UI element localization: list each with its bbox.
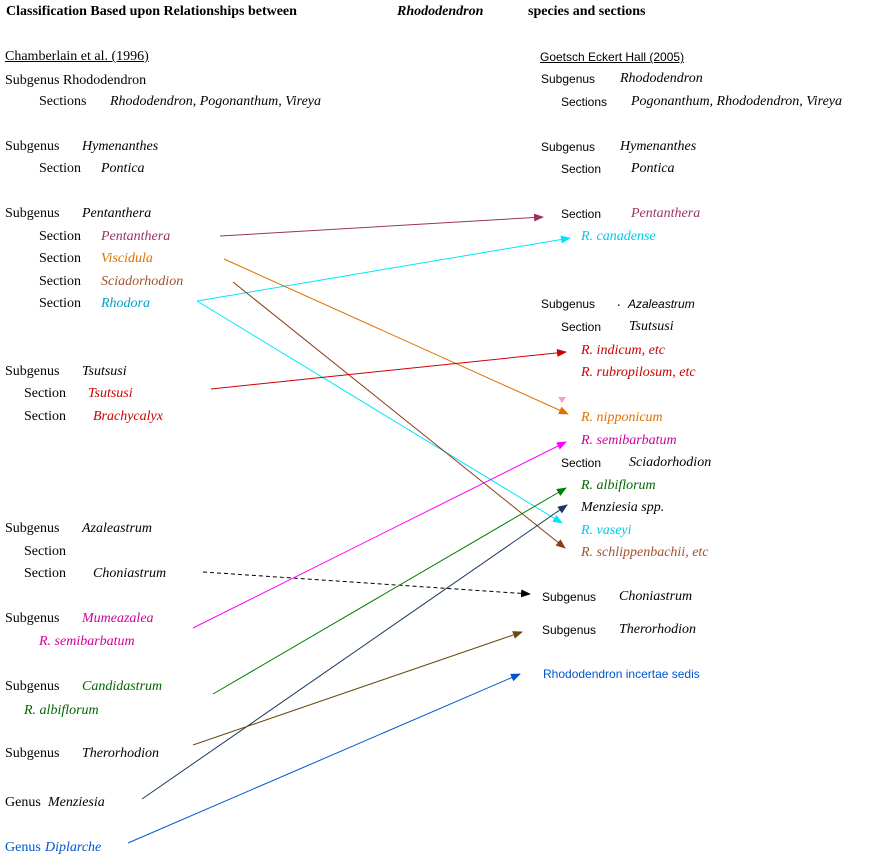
right-hymenanthes: Hymenanthes bbox=[620, 139, 697, 154]
right-r-schlippenbachii: R. schlippenbachii, etc bbox=[581, 545, 709, 560]
left-choniastrum: Choniastrum bbox=[93, 566, 167, 581]
left-mumeazalea: Mumeazalea bbox=[82, 611, 154, 626]
left-subgenus-tsutsusi: Tsutsusi bbox=[82, 364, 127, 379]
left-section-label-pontica: Section bbox=[39, 161, 81, 176]
arrow-tsutsusi-indicum bbox=[210, 348, 567, 390]
right-heading: Goetsch Eckert Hall (2005) bbox=[540, 50, 685, 64]
left-section-label-tsutsusi: Section bbox=[24, 386, 66, 401]
left-section-label-choniastrum: Section bbox=[24, 566, 66, 581]
right-rhododendron: Rhododendron bbox=[620, 71, 703, 86]
right-section-label-pentanthera: Section bbox=[561, 207, 602, 221]
arrow-rhodora-canadense bbox=[196, 235, 571, 302]
left-section-label-sciadorhodion: Section bbox=[39, 274, 81, 289]
left-candidastrum: Candidastrum bbox=[82, 679, 163, 694]
left-diplarche: Diplarche bbox=[45, 840, 102, 855]
left-genus-label-diplarche: Genus bbox=[5, 840, 41, 855]
arrow-candidastrum-albiflorum bbox=[212, 487, 567, 695]
right-sections-list: Pogonanthum, Rhododendron, Vireya bbox=[631, 94, 843, 109]
right-azaleastrum-dot: . bbox=[617, 295, 621, 310]
arrow-choniastrum-dashed bbox=[202, 571, 531, 598]
left-section-label-pentanthera: Section bbox=[39, 229, 81, 244]
right-incertae-sedis: Rhododendron incertae sedis bbox=[543, 667, 700, 681]
right-sections-label: Sections bbox=[561, 95, 608, 109]
left-sciadorhodion: Sciadorhodion bbox=[101, 274, 184, 289]
left-subgenus-label-azaleastrum: Subgenus bbox=[5, 521, 60, 536]
left-hymenanthes: Hymenanthes bbox=[82, 139, 159, 154]
arrow-pentanthera bbox=[219, 213, 544, 237]
left-r-semibarbatum: R. semibarbatum bbox=[39, 634, 135, 649]
right-section-label-pontica: Section bbox=[561, 162, 602, 176]
right-r-semibarbatum: R. semibarbatum bbox=[581, 433, 677, 448]
left-sections-rhododendron: Rhododendron, Pogonanthum, Vireya bbox=[110, 94, 322, 109]
right-subgenus-label-azaleastrum: Subgenus bbox=[541, 297, 596, 311]
right-r-indicum: R. indicum, etc bbox=[581, 343, 665, 358]
right-pontica: Pontica bbox=[631, 161, 675, 176]
right-subgenus-label-therorhodion: Subgenus bbox=[542, 623, 597, 637]
title-part-2: species and sections bbox=[528, 4, 646, 19]
left-subgenus-label-candidastrum: Subgenus bbox=[5, 679, 60, 694]
arrow-sciadorhodion-schlippenbachii bbox=[232, 281, 566, 549]
right-pentanthera: Pentanthera bbox=[631, 206, 701, 221]
left-r-albiflorum: R. albiflorum bbox=[24, 703, 99, 718]
arrow-mumeazalea-semibarbatum bbox=[192, 441, 567, 629]
left-subgenus-label-therorhodion: Subgenus bbox=[5, 746, 60, 761]
right-section-label-sciadorhodion: Section bbox=[561, 456, 602, 470]
left-therorhodion: Therorhodion bbox=[82, 746, 160, 761]
arrow-menziesia bbox=[141, 504, 568, 800]
arrow-therorhodion bbox=[192, 631, 523, 746]
right-subgenus-label-choniastrum: Subgenus bbox=[542, 590, 597, 604]
left-brachycalyx: Brachycalyx bbox=[93, 409, 163, 424]
right-tsutsusi: Tsutsusi bbox=[629, 319, 674, 334]
left-section-label-rhodora: Section bbox=[39, 296, 81, 311]
left-pontica: Pontica bbox=[101, 161, 145, 176]
left-section-label-brachycalyx: Section bbox=[24, 409, 66, 424]
right-r-canadense: R. canadense bbox=[581, 229, 656, 244]
arrow-rhodora-vaseyi bbox=[196, 300, 563, 524]
left-section-label-empty: Section bbox=[24, 544, 66, 559]
right-choniastrum: Choniastrum bbox=[619, 589, 693, 604]
right-r-rubropilosum: R. rubropilosum, etc bbox=[581, 365, 696, 380]
right-sciadorhodion: Sciadorhodion bbox=[629, 455, 712, 470]
arrow-viscidula-nipponicum bbox=[223, 258, 569, 415]
right-therorhodion: Therorhodion bbox=[619, 622, 697, 637]
left-section-tsutsusi: Tsutsusi bbox=[88, 386, 133, 401]
left-heading: Chamberlain et al. (1996) bbox=[5, 49, 149, 64]
right-r-nipponicum: R. nipponicum bbox=[581, 410, 663, 425]
right-menziesia: Menziesia spp. bbox=[581, 500, 665, 515]
left-azaleastrum: Azaleastrum bbox=[82, 521, 152, 536]
left-subgenus-label-mumeazalea: Subgenus bbox=[5, 611, 60, 626]
left-subgenus-pentanthera: Pentanthera bbox=[82, 206, 152, 221]
left-section-label-viscidula: Section bbox=[39, 251, 81, 266]
left-menziesia: Menziesia bbox=[48, 795, 105, 810]
title-genus: Rhododendron bbox=[397, 4, 484, 19]
pink-marker-icon bbox=[558, 397, 566, 403]
left-subgenus-rhododendron: Subgenus Rhododendron bbox=[5, 73, 147, 88]
title-part-1: Classification Based upon Relationships … bbox=[6, 4, 297, 19]
left-sections-label: Sections bbox=[39, 94, 87, 109]
left-subgenus-label-pentanthera: Subgenus bbox=[5, 206, 60, 221]
left-section-pentanthera: Pentanthera bbox=[101, 229, 171, 244]
right-azaleastrum: Azaleastrum bbox=[628, 297, 695, 311]
right-subgenus-label-rhododendron: Subgenus bbox=[541, 72, 596, 86]
left-subgenus-label-tsutsusi: Subgenus bbox=[5, 364, 60, 379]
right-r-vaseyi: R. vaseyi bbox=[581, 523, 632, 538]
right-r-albiflorum: R. albiflorum bbox=[581, 478, 656, 493]
left-rhodora: Rhodora bbox=[101, 296, 150, 311]
right-section-label-tsutsusi: Section bbox=[561, 320, 602, 334]
left-subgenus-label-hymenanthes: Subgenus bbox=[5, 139, 60, 154]
left-genus-label-menziesia: Genus bbox=[5, 795, 41, 810]
right-subgenus-label-hymenanthes: Subgenus bbox=[541, 140, 596, 154]
left-viscidula: Viscidula bbox=[101, 251, 153, 266]
arrow-diplarche-incertae-sedis bbox=[127, 673, 521, 844]
